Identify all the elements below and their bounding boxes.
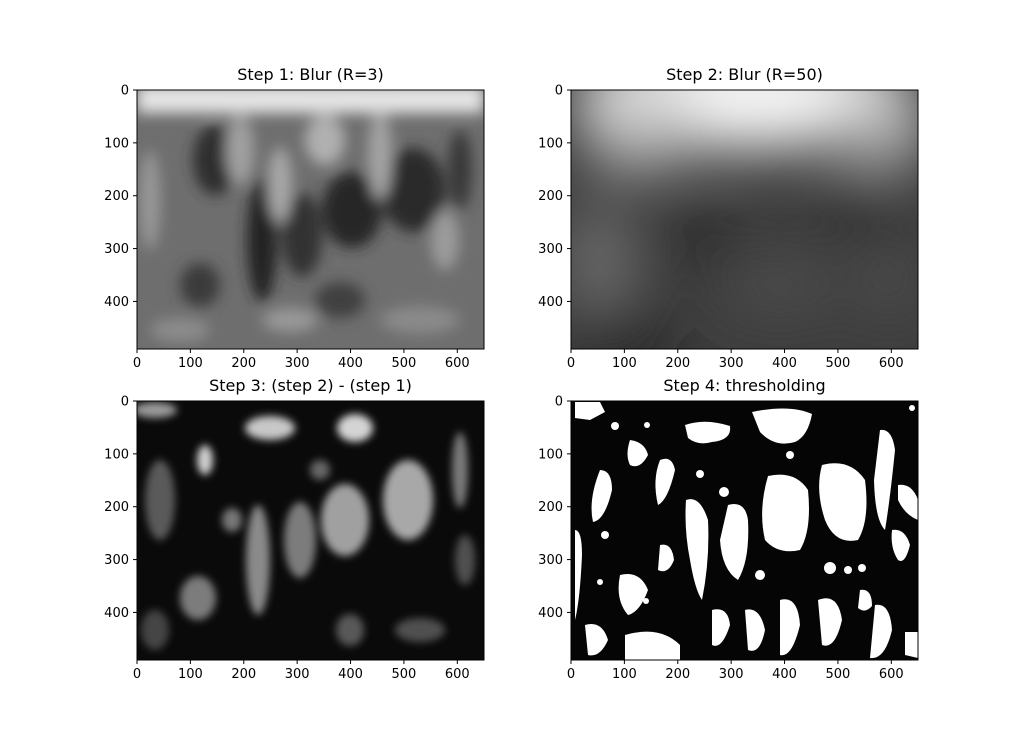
y-tick-label: 400 bbox=[538, 606, 563, 621]
x-tick-label: 0 bbox=[567, 667, 575, 682]
y-tick-label: 200 bbox=[538, 500, 563, 515]
x-tick-label: 300 bbox=[285, 667, 310, 682]
x-tick-label: 400 bbox=[772, 667, 797, 682]
y-axis-ticks: 0 100 200 300 400 bbox=[104, 395, 137, 621]
y-tick-label: 0 bbox=[121, 84, 129, 99]
panel-step-1: Step 1: Blur (R=3) bbox=[104, 65, 485, 371]
y-tick-label: 0 bbox=[555, 84, 563, 99]
y-tick-label: 300 bbox=[104, 242, 129, 257]
y-tick-label: 100 bbox=[538, 447, 563, 462]
x-tick-label: 500 bbox=[392, 667, 417, 682]
y-tick-label: 300 bbox=[538, 242, 563, 257]
heatmap-image bbox=[571, 401, 918, 660]
x-tick-label: 600 bbox=[879, 667, 904, 682]
x-tick-label: 600 bbox=[879, 356, 904, 371]
axes-frame bbox=[570, 400, 919, 661]
y-tick-label: 200 bbox=[538, 189, 563, 204]
x-axis-ticks: 0 100 200 300 400 500 600 bbox=[133, 660, 470, 682]
y-tick-label: 400 bbox=[104, 606, 129, 621]
x-tick-label: 400 bbox=[772, 356, 797, 371]
x-axis-ticks: 0 100 200 300 400 500 600 bbox=[567, 349, 904, 371]
x-tick-label: 500 bbox=[392, 356, 417, 371]
y-tick-label: 100 bbox=[104, 447, 129, 462]
axes-frame bbox=[570, 89, 919, 350]
x-tick-label: 300 bbox=[719, 356, 744, 371]
y-axis-ticks: 0 100 200 300 400 bbox=[538, 84, 571, 310]
x-tick-label: 0 bbox=[567, 356, 575, 371]
x-tick-label: 400 bbox=[338, 667, 363, 682]
panel-title: Step 2: Blur (R=50) bbox=[666, 65, 823, 84]
x-tick-label: 100 bbox=[612, 667, 637, 682]
y-tick-label: 0 bbox=[121, 395, 129, 410]
panel-title: Step 4: thresholding bbox=[663, 376, 825, 395]
heatmap-image bbox=[137, 90, 484, 349]
x-tick-label: 500 bbox=[826, 356, 851, 371]
x-tick-label: 300 bbox=[285, 356, 310, 371]
axes-frame bbox=[136, 89, 485, 350]
y-tick-label: 400 bbox=[104, 295, 129, 310]
x-tick-label: 100 bbox=[178, 356, 203, 371]
panel-step-2: Step 2: Blur (R=50) 0 100 200 300 400 500 600 … bbox=[538, 65, 919, 371]
y-tick-label: 100 bbox=[538, 136, 563, 151]
x-tick-label: 200 bbox=[231, 356, 256, 371]
y-tick-label: 100 bbox=[104, 136, 129, 151]
x-tick-label: 600 bbox=[445, 356, 470, 371]
x-axis-ticks: 0 100 200 300 400 500 600 bbox=[133, 349, 470, 371]
panel-step-4: Step 4: thresholding bbox=[538, 376, 919, 682]
x-axis-ticks: 0 100 200 300 400 500 600 bbox=[567, 660, 904, 682]
panel-step-3: Step 3: (step 2) - (step 1) bbox=[104, 376, 485, 682]
axes-frame bbox=[136, 400, 485, 661]
x-tick-label: 300 bbox=[719, 667, 744, 682]
x-tick-label: 0 bbox=[133, 356, 141, 371]
y-tick-label: 300 bbox=[538, 553, 563, 568]
x-tick-label: 400 bbox=[338, 356, 363, 371]
y-tick-label: 400 bbox=[538, 295, 563, 310]
x-tick-label: 600 bbox=[445, 667, 470, 682]
x-tick-label: 100 bbox=[178, 667, 203, 682]
x-tick-label: 0 bbox=[133, 667, 141, 682]
y-axis-ticks: 0 100 200 300 400 bbox=[104, 84, 137, 310]
y-tick-label: 200 bbox=[104, 189, 129, 204]
x-tick-label: 200 bbox=[665, 356, 690, 371]
y-tick-label: 200 bbox=[104, 500, 129, 515]
x-tick-label: 200 bbox=[665, 667, 690, 682]
heatmap-image bbox=[571, 90, 918, 349]
y-tick-label: 0 bbox=[555, 395, 563, 410]
x-tick-label: 100 bbox=[612, 356, 637, 371]
panel-title: Step 1: Blur (R=3) bbox=[237, 65, 384, 84]
y-tick-label: 300 bbox=[104, 553, 129, 568]
x-tick-label: 500 bbox=[826, 667, 851, 682]
y-axis-ticks: 0 100 200 300 400 bbox=[538, 395, 571, 621]
heatmap-image bbox=[137, 401, 484, 660]
panel-title: Step 3: (step 2) - (step 1) bbox=[209, 376, 412, 395]
x-tick-label: 200 bbox=[231, 667, 256, 682]
